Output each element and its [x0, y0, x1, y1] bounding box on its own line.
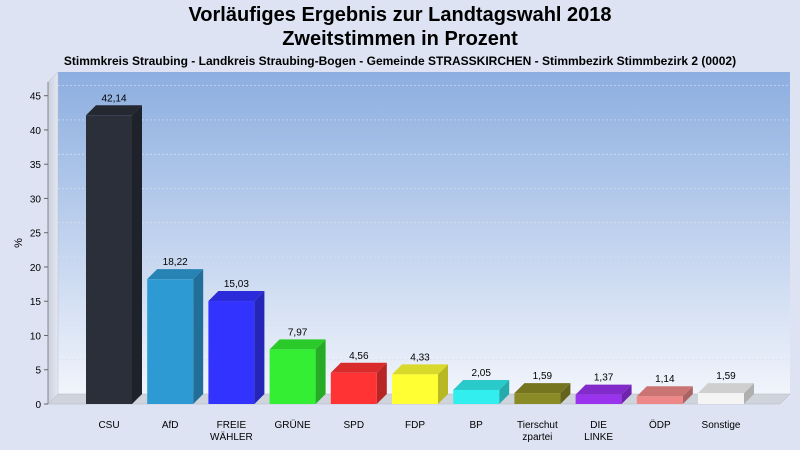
bar-side: [376, 362, 387, 404]
bar-value-label: 1,37: [594, 373, 614, 384]
chart-title: Vorläufiges Ergebnis zur Landtagswahl 20…: [188, 4, 612, 26]
bar-front: [636, 396, 683, 404]
x-tick-label: ÖDP: [649, 419, 671, 431]
x-tick-label: Sonstige: [702, 420, 741, 431]
bar: 1,59: [514, 371, 571, 404]
bar-side: [315, 339, 326, 404]
bar: 18,22: [147, 257, 204, 404]
chart-description: Stimmkreis Straubing - Landkreis Straubi…: [63, 54, 737, 68]
bar-front: [147, 279, 194, 404]
bar-top: [453, 379, 510, 390]
bar-top: [86, 105, 142, 116]
x-tick-label: FDP: [405, 420, 425, 431]
bar-front: [575, 394, 622, 404]
bar-side: [560, 383, 571, 404]
bar-side: [132, 105, 142, 404]
y-tick-label: 10: [30, 331, 42, 342]
y-tick-label: 25: [30, 229, 42, 240]
bar-value-label: 1,59: [716, 371, 736, 382]
y-tick-label: 5: [35, 366, 41, 377]
bar: 2,05: [453, 368, 510, 404]
bar-top: [147, 269, 204, 280]
bar-side: [621, 384, 632, 404]
plot-left-wall: [47, 71, 59, 405]
bar-top: [330, 362, 387, 373]
bar-front: [86, 115, 132, 404]
x-tick-label: Tierschut: [517, 420, 558, 431]
bar: 42,14: [86, 93, 142, 404]
x-tick-label: SPD: [344, 420, 365, 431]
chart-subtitle: Zweitstimmen in Prozent: [282, 28, 518, 50]
bars: 42,14 18,22 15,03 7,97 4,56 4,33 2,05 1,59 1,37 1…: [86, 93, 754, 404]
bar-value-label: 1,14: [655, 374, 675, 385]
bar: 15,03: [208, 279, 265, 404]
bar-value-label: 15,03: [224, 279, 249, 290]
x-tick-label: WÄHLER: [210, 431, 253, 443]
bar-value-label: 18,22: [163, 257, 188, 268]
bar: 4,56: [330, 351, 387, 404]
bar-top: [269, 339, 326, 350]
y-tick-label: 35: [30, 160, 42, 171]
bar-front: [330, 372, 377, 404]
bar-front: [514, 393, 561, 404]
bar-front: [453, 389, 500, 404]
x-tick-label: DIE: [590, 420, 607, 431]
bar-front: [392, 374, 438, 404]
bar: 7,97: [269, 327, 326, 404]
y-tick-label: 15: [30, 297, 42, 308]
bar-front: [208, 301, 255, 404]
bar: 1,59: [698, 371, 754, 404]
x-tick-label: FREIE: [217, 420, 247, 431]
bar-value-label: 42,14: [101, 93, 126, 104]
bar: 1,14: [636, 374, 693, 404]
bar-side: [499, 379, 510, 404]
bar-top: [636, 386, 693, 397]
bar: 1,37: [575, 373, 632, 404]
y-tick-label: 45: [30, 92, 42, 103]
bar-value-label: 4,56: [349, 351, 369, 362]
bar-value-label: 2,05: [471, 368, 491, 379]
bar-value-label: 1,59: [533, 371, 553, 382]
y-tick-label: 40: [30, 126, 42, 137]
bar-top: [698, 383, 754, 394]
y-axis: 0 5 10 15 20 25 30 35 40 45%: [13, 82, 49, 411]
x-tick-label: AfD: [162, 420, 179, 431]
bar-side: [254, 291, 265, 404]
y-tick-label: 30: [30, 194, 42, 205]
bar-front: [269, 349, 316, 404]
bar-front: [698, 393, 744, 404]
bar-top: [514, 383, 571, 394]
x-tick-label: CSU: [98, 420, 119, 431]
y-tick-label: 20: [30, 263, 42, 274]
x-tick-label: GRÜNE: [275, 419, 311, 431]
bar-top: [208, 291, 265, 302]
y-tick-label: 0: [35, 400, 41, 411]
y-axis-label: %: [13, 238, 25, 248]
bar-side: [193, 269, 204, 404]
bar-side: [744, 383, 754, 404]
bar-value-label: 4,33: [410, 352, 430, 363]
bar-side: [682, 386, 693, 404]
bar-value-label: 7,97: [288, 327, 308, 338]
x-tick-label: zpartei: [522, 432, 552, 443]
bar-top: [392, 364, 448, 375]
bar-top: [575, 384, 632, 395]
bar: 4,33: [392, 352, 448, 404]
bar-side: [438, 364, 448, 404]
x-tick-label: LINKE: [584, 432, 613, 443]
x-tick-label: BP: [470, 420, 484, 431]
